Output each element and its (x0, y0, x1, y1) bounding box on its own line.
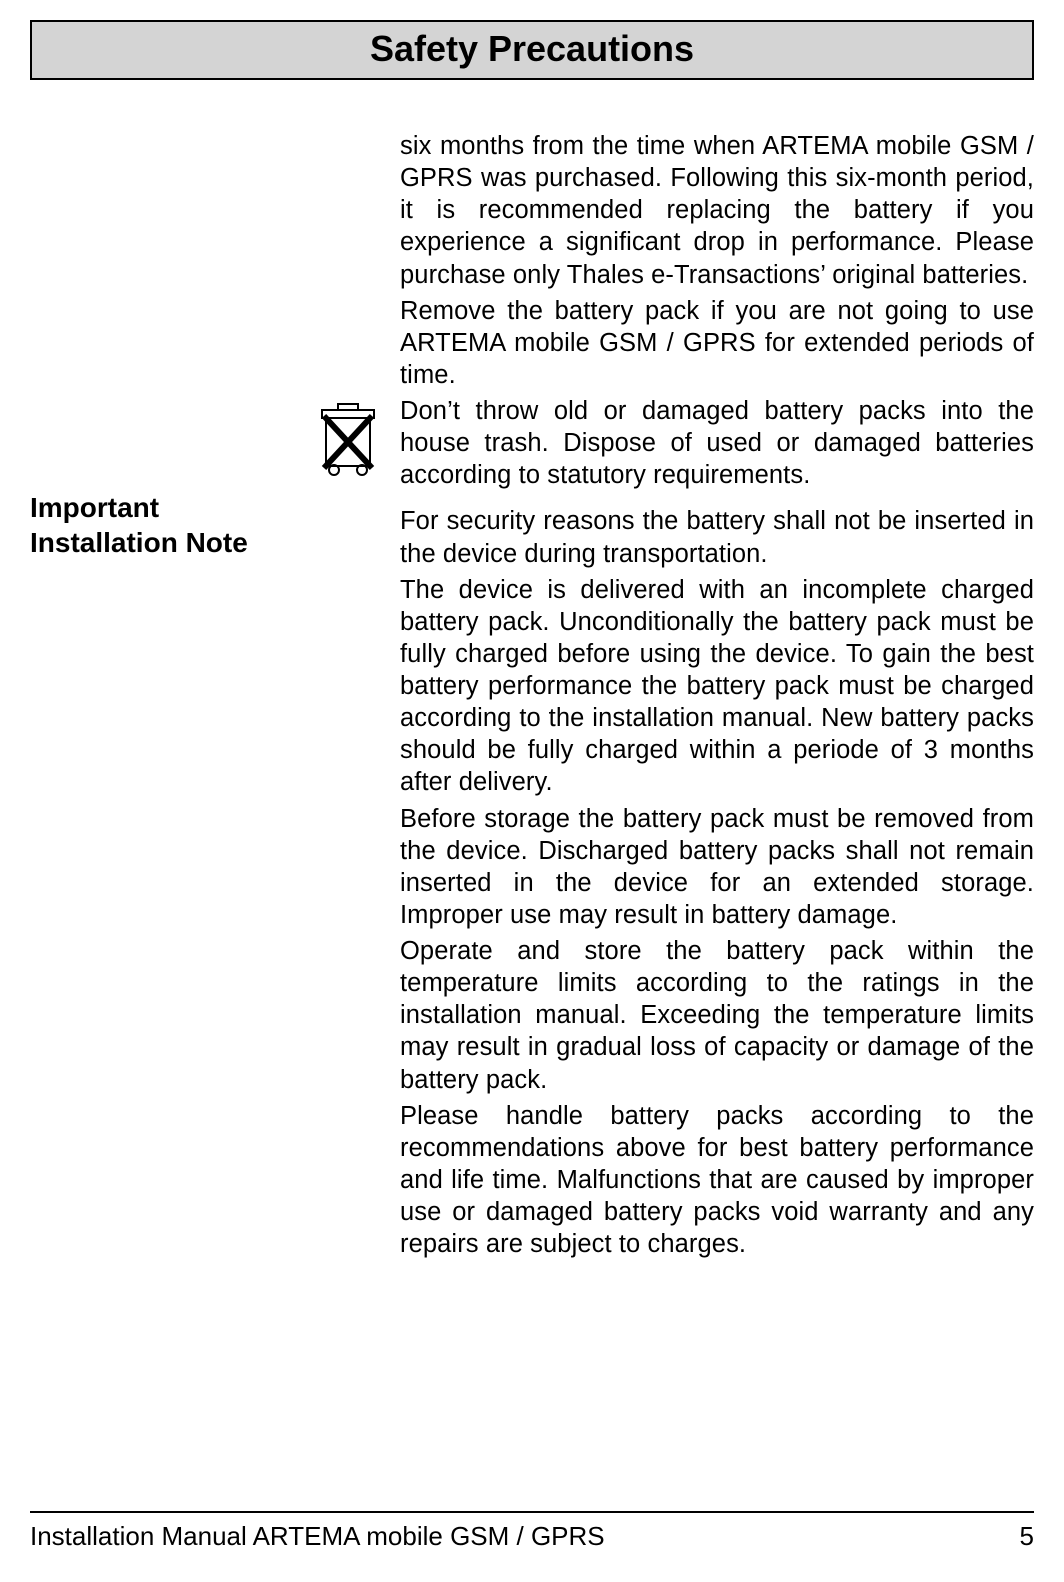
left-column: Important Installation Note (30, 130, 400, 1264)
content-row: Important Installation Note six months f… (30, 130, 1034, 1264)
disposal-bin-crossed-icon (318, 400, 380, 478)
page-footer: Installation Manual ARTEMA mobile GSM / … (30, 1511, 1034, 1552)
body-paragraph: The device is delivered with an incomple… (400, 574, 1034, 799)
side-heading: Important Installation Note (30, 490, 248, 560)
body-paragraph: Operate and store the battery pack withi… (400, 935, 1034, 1096)
section-title: Safety Precautions (32, 28, 1032, 70)
section-title-box: Safety Precautions (30, 20, 1034, 80)
page: Safety Precautions (0, 0, 1064, 1582)
body-paragraph: Before storage the battery pack must be … (400, 803, 1034, 932)
body-paragraph: Don’t throw old or damaged battery packs… (400, 395, 1034, 491)
body-paragraph: Please handle battery packs according to… (400, 1100, 1034, 1261)
body-paragraph: Remove the battery pack if you are not g… (400, 295, 1034, 391)
footer-page-number: 5 (1020, 1521, 1034, 1552)
side-heading-line2: Installation Note (30, 525, 248, 560)
side-heading-line1: Important (30, 490, 248, 525)
right-column: six months from the time when ARTEMA mob… (400, 130, 1034, 1264)
footer-left: Installation Manual ARTEMA mobile GSM / … (30, 1521, 605, 1552)
body-paragraph: six months from the time when ARTEMA mob… (400, 130, 1034, 291)
body-paragraph: For security reasons the battery shall n… (400, 505, 1034, 569)
